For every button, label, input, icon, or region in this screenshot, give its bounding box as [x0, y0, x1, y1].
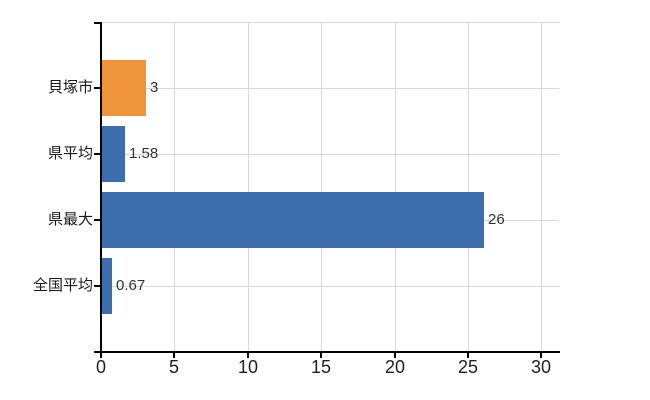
x-tick-mark [394, 352, 396, 358]
x-tick-label: 20 [384, 357, 406, 377]
x-tick-label: 0 [95, 357, 106, 377]
y-axis-line [100, 22, 102, 353]
x-tick-mark [173, 352, 175, 358]
y-gridline [101, 286, 559, 287]
bar-value-label: 0.67 [116, 277, 146, 294]
x-gridline [174, 22, 175, 352]
x-tick-label: 15 [310, 357, 332, 377]
x-tick-mark [247, 352, 249, 358]
bar-value-label: 26 [488, 211, 505, 228]
category-label: 県最大 [47, 211, 93, 228]
x-tick-mark [100, 352, 102, 358]
y-gridline [101, 154, 559, 155]
x-gridline [541, 22, 542, 352]
category-label: 貝塚市 [47, 79, 93, 96]
x-tick-mark [467, 352, 469, 358]
bar-value-label: 3 [150, 79, 159, 96]
bar-県最大 [102, 192, 484, 248]
x-tick-label: 25 [457, 357, 479, 377]
x-axis-line [94, 351, 560, 353]
plot-top-border [101, 22, 559, 23]
bar-県平均 [102, 126, 125, 182]
x-gridline [395, 22, 396, 352]
x-tick-mark [540, 352, 542, 358]
bar-貝塚市 [102, 60, 146, 116]
x-gridline [468, 22, 469, 352]
category-label: 全国平均 [32, 277, 93, 294]
y-tick-mark [94, 87, 101, 89]
y-tick-mark [94, 285, 101, 287]
y-tick-mark [94, 153, 101, 155]
x-tick-mark [320, 352, 322, 358]
x-gridline [321, 22, 322, 352]
x-tick-label: 10 [237, 357, 259, 377]
y-axis-cap-tick [94, 22, 101, 24]
x-tick-label: 30 [530, 357, 552, 377]
bar-全国平均 [102, 258, 112, 314]
y-tick-mark [94, 219, 101, 221]
x-gridline [248, 22, 249, 352]
bar-value-label: 1.58 [129, 145, 159, 162]
x-tick-label: 5 [168, 357, 179, 377]
category-label: 県平均 [47, 145, 93, 162]
y-gridline [101, 88, 559, 89]
